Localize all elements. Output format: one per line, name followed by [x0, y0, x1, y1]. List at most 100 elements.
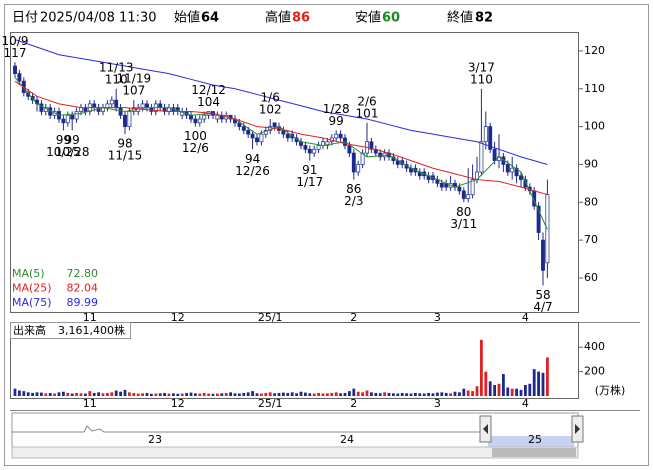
volume-bar [189, 392, 193, 396]
candle-body [118, 107, 123, 116]
volume-bar [185, 392, 188, 396]
volume-bar [163, 392, 166, 396]
annotation-value: 107 [122, 84, 145, 98]
annotation-value: 99 [329, 114, 344, 128]
volume-bar [176, 393, 180, 396]
volume-bar [497, 383, 501, 396]
volume-bar [167, 393, 171, 396]
volume-bar [260, 393, 263, 396]
volume-bar [343, 392, 347, 396]
volume-bar [66, 392, 70, 396]
navigator: 23 24 25 [11, 412, 584, 459]
volume-bar [431, 393, 435, 396]
candle-body [127, 111, 132, 127]
volume-bar [453, 391, 457, 396]
candle-body [215, 114, 220, 120]
annotation-value: 110 [105, 72, 128, 86]
candle-body [74, 111, 79, 120]
volume-bar [449, 393, 452, 396]
volume-bar [145, 392, 149, 396]
volume-bar [92, 392, 96, 396]
header: 日付 2025/04/08 11:30 始値 64 高値 86 安値 60 終値… [12, 10, 493, 26]
candle-body [92, 103, 97, 109]
annotation-value: 91 [302, 163, 317, 177]
volume-bar [524, 385, 527, 396]
frame [4, 4, 649, 466]
x-tick-label: 12 [171, 397, 185, 410]
annotation-date: 2/6 [357, 94, 376, 108]
volume-bar [286, 392, 290, 396]
candle-body [483, 126, 488, 143]
volume-bar [246, 392, 250, 396]
volume-bar [510, 388, 514, 396]
volume-bar [383, 392, 386, 396]
candle-body [241, 126, 246, 131]
x-tick-label: 12 [171, 311, 185, 324]
navigator-label: 25 [528, 433, 542, 446]
annotation-value: 101 [356, 106, 379, 120]
volume-bar [35, 392, 39, 396]
volume-bar [132, 392, 136, 396]
x-tick-label: 2 [350, 311, 357, 324]
candle-body [488, 126, 493, 150]
volume-bar [348, 391, 351, 396]
annotation-date: 1/6 [261, 91, 280, 105]
volume-bar [220, 393, 224, 396]
legend-value: 89.99 [67, 296, 99, 309]
candle-body [466, 194, 471, 199]
candle-body [189, 114, 193, 120]
candle-body [281, 130, 286, 135]
volume-bar [136, 393, 140, 396]
moving-average [14, 39, 548, 165]
candle-body [250, 133, 255, 139]
candle-body [246, 130, 251, 135]
volume-bar [106, 392, 109, 396]
candle-body [378, 152, 383, 158]
volume-bar [304, 392, 307, 396]
candle-body [479, 141, 484, 173]
high-value: 86 [292, 11, 310, 26]
candle-body [79, 107, 83, 112]
volume-bar [308, 393, 312, 396]
volume-bar [216, 393, 219, 396]
volume-bar [224, 392, 228, 396]
candle-body [338, 133, 343, 139]
volume-bar [515, 388, 518, 396]
annotation-value: 102 [259, 103, 282, 117]
y-tick-label: 90 [584, 157, 598, 170]
low-value: 60 [382, 11, 400, 26]
candle-body [145, 103, 149, 109]
volume-label-box [10, 322, 131, 339]
candle-body [461, 190, 466, 199]
volume-bar [502, 374, 505, 396]
moving-average [14, 80, 548, 196]
candle-body [356, 164, 361, 173]
volume-bar [101, 393, 105, 396]
annotation-date: 1/28 [323, 102, 350, 116]
navigator-line [12, 425, 485, 437]
scrollbar-thumb[interactable] [492, 448, 576, 457]
volume-bar [13, 388, 17, 396]
volume-bar [53, 393, 56, 396]
annotation-value: 117 [4, 46, 27, 60]
volume-bar [211, 393, 215, 396]
volume-bar [18, 390, 21, 396]
volume-bar [202, 392, 206, 396]
volume-bar [31, 392, 34, 396]
open-value: 64 [201, 11, 219, 26]
candle-body [123, 114, 127, 127]
volume-plot [10, 322, 579, 399]
volume-bar [75, 392, 78, 396]
volume-bar [40, 392, 43, 396]
x-tick-label: 3 [434, 311, 441, 324]
volume-bar [414, 392, 417, 396]
volume-bar [128, 392, 131, 396]
x-tick-label: 2 [350, 397, 357, 410]
volume-bar [79, 393, 83, 396]
volume-bar [334, 392, 338, 396]
volume-bar [88, 391, 92, 396]
y-tick-label: 120 [584, 44, 605, 57]
volume-bar [396, 393, 400, 396]
label: 始値 [174, 10, 200, 26]
candle-body [492, 148, 497, 161]
